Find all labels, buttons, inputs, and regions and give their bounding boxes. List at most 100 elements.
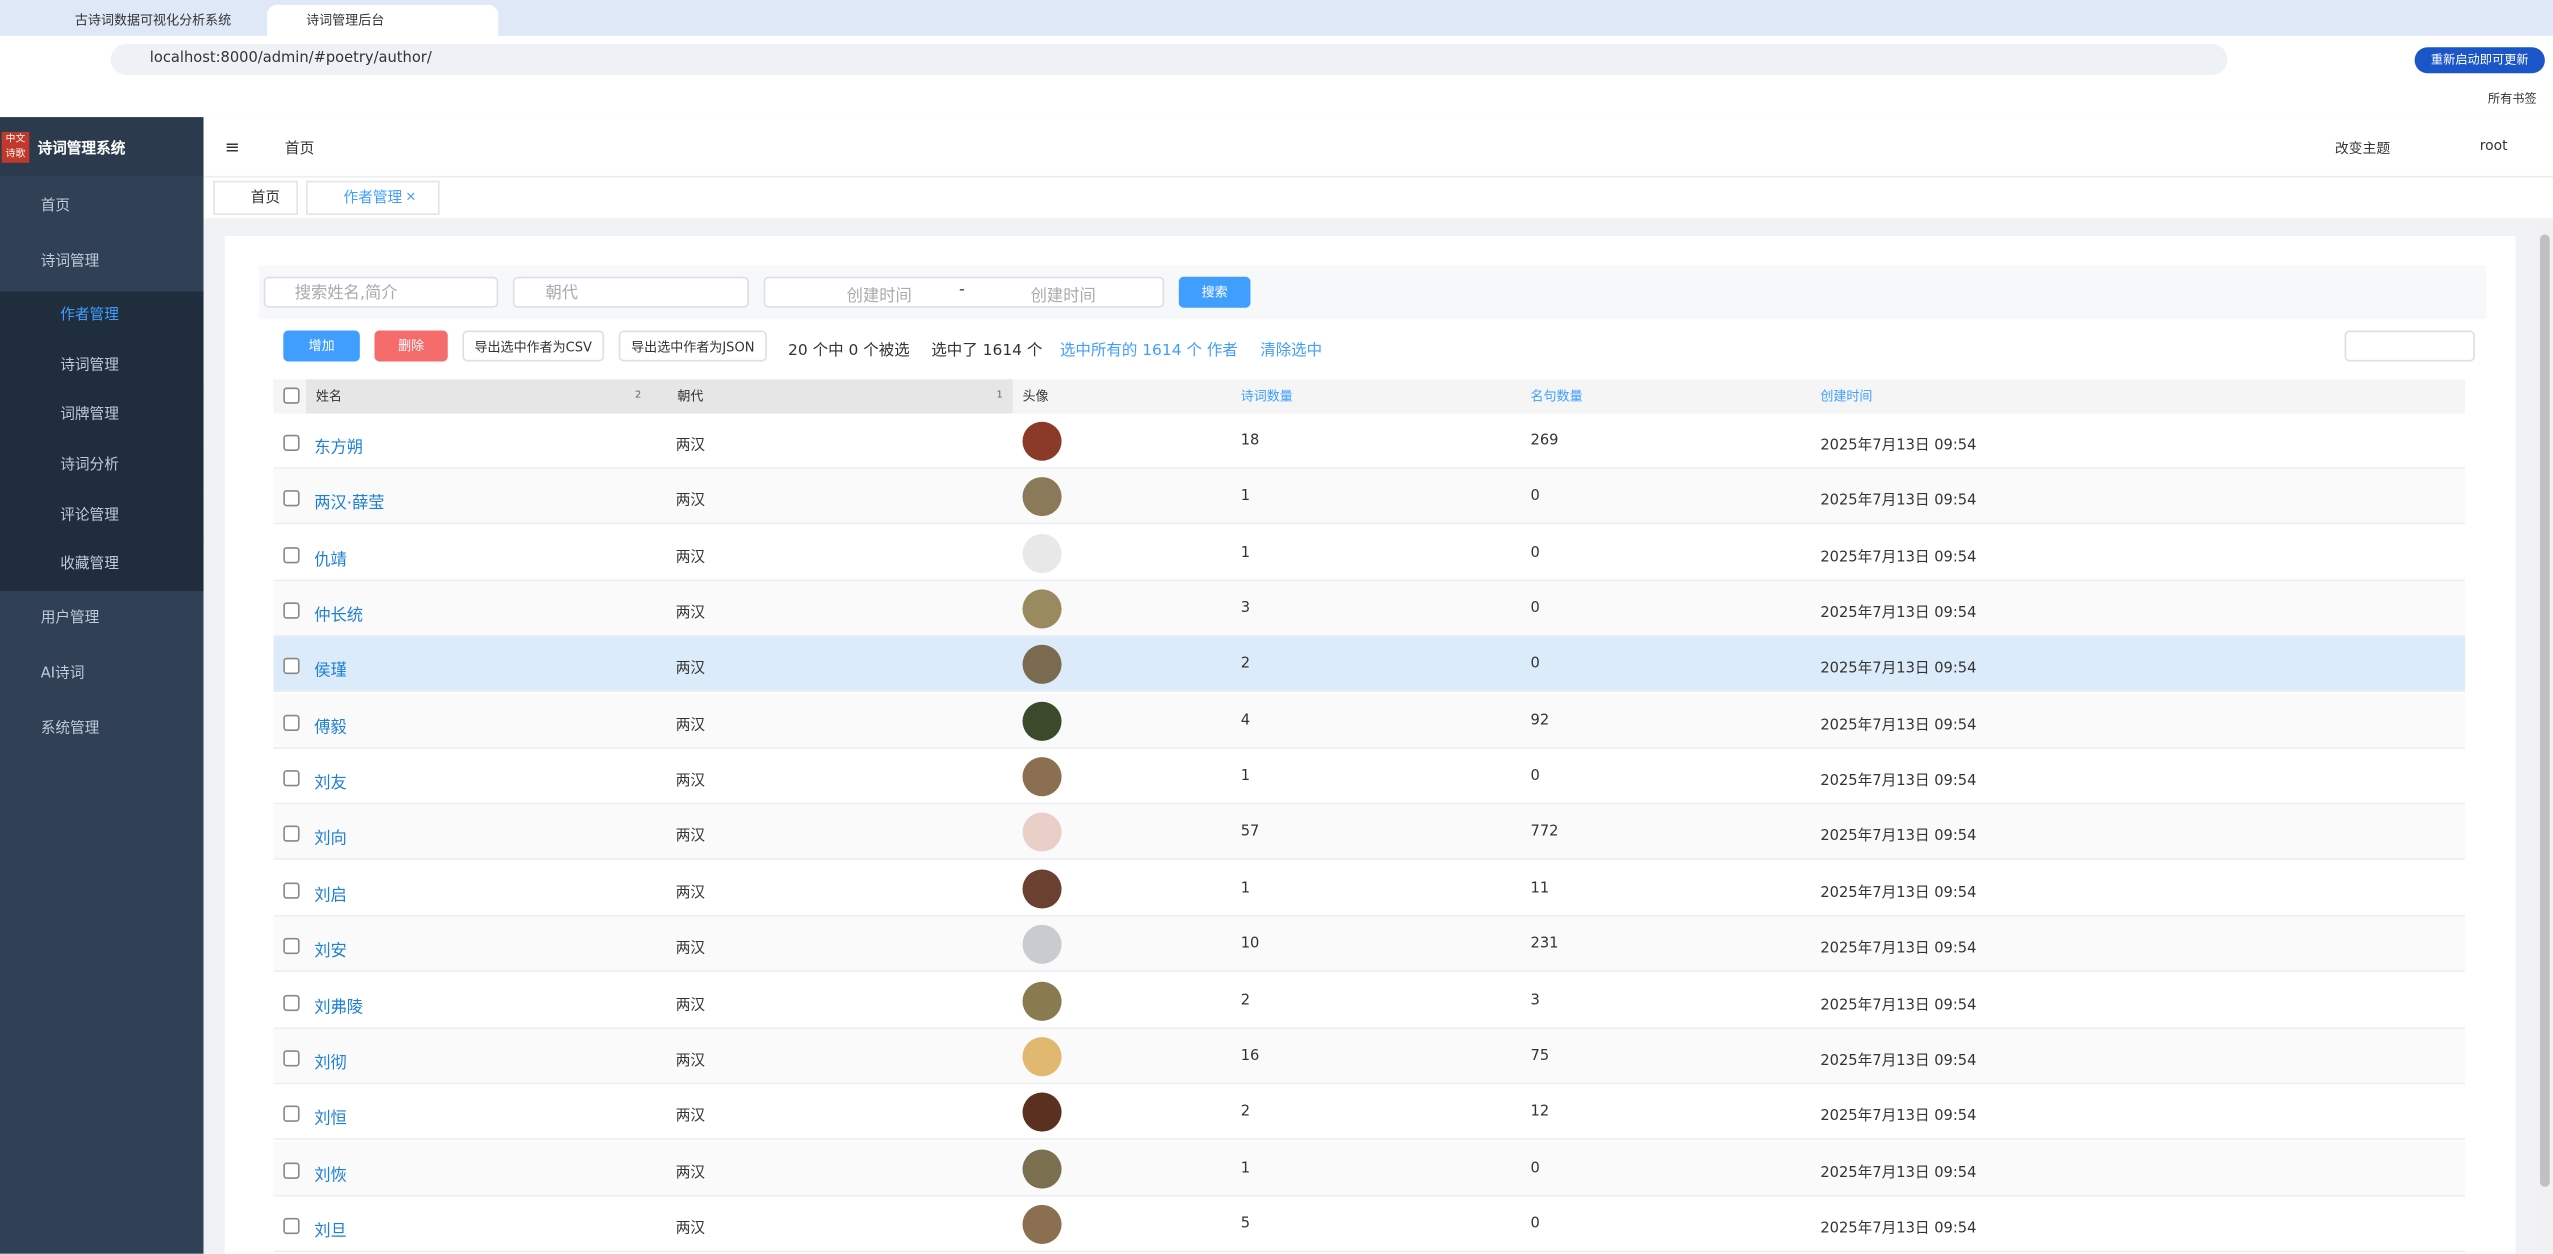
table-row[interactable] bbox=[273, 749, 2466, 805]
quote-count: 12 bbox=[1530, 1104, 1550, 1121]
table-row[interactable] bbox=[273, 805, 2466, 861]
row-checkbox[interactable] bbox=[283, 434, 300, 452]
avatar bbox=[1022, 1036, 1062, 1076]
table-row[interactable] bbox=[273, 1084, 2466, 1141]
submenu-item[interactable]: 作者管理 bbox=[0, 291, 204, 342]
quote-count: 0 bbox=[1530, 600, 1540, 618]
keyword-input[interactable]: 搜索姓名,简介 bbox=[263, 276, 499, 308]
author-name[interactable]: 刘弗陵 bbox=[314, 998, 364, 1017]
row-checkbox[interactable] bbox=[283, 602, 300, 619]
menu-item[interactable]: 首页 bbox=[40, 198, 71, 215]
column-header[interactable]: 头像 bbox=[1022, 389, 1049, 404]
author-name[interactable]: 刘向 bbox=[314, 831, 347, 850]
row-checkbox[interactable] bbox=[283, 658, 300, 675]
hamburger[interactable]: ≡ bbox=[224, 136, 240, 158]
quote-count: 772 bbox=[1530, 824, 1559, 841]
user-menu[interactable]: root bbox=[2479, 138, 2508, 155]
row-checkbox[interactable] bbox=[283, 490, 300, 507]
author-name[interactable]: 刘恒 bbox=[314, 1110, 347, 1129]
update-button[interactable]: 重新启动即可更新 bbox=[2414, 47, 2545, 74]
column-header[interactable]: 创建时间 bbox=[1820, 389, 1873, 404]
date-separator: - bbox=[959, 281, 965, 300]
submenu-item[interactable]: 诗词管理 bbox=[0, 341, 204, 393]
author-name[interactable]: 东方朔 bbox=[314, 439, 364, 458]
avatar bbox=[1022, 1092, 1062, 1132]
add-button[interactable]: 增加 bbox=[283, 330, 360, 362]
table-tools[interactable] bbox=[2344, 330, 2475, 362]
dynasty: 两汉 bbox=[675, 493, 706, 511]
url-field[interactable]: localhost:8000/admin/#poetry/author/ bbox=[110, 43, 2228, 75]
breadcrumb[interactable]: 首页 bbox=[284, 141, 315, 158]
menu-item[interactable]: AI诗词 bbox=[40, 665, 85, 683]
author-name[interactable]: 刘恢 bbox=[314, 1166, 347, 1185]
row-checkbox[interactable] bbox=[283, 994, 300, 1011]
row-checkbox[interactable] bbox=[283, 882, 300, 899]
author-name[interactable]: 仇靖 bbox=[314, 551, 347, 570]
author-name[interactable]: 仲长统 bbox=[314, 607, 364, 626]
table-row[interactable] bbox=[273, 1196, 2466, 1252]
poem-count: 1 bbox=[1240, 1160, 1251, 1177]
submenu-item[interactable]: 评论管理 bbox=[0, 491, 204, 543]
row-checkbox[interactable] bbox=[283, 770, 300, 787]
row-checkbox[interactable] bbox=[283, 826, 300, 843]
table-row[interactable] bbox=[273, 1140, 2466, 1196]
page-tab[interactable]: 首页 bbox=[213, 180, 298, 215]
row-checkbox[interactable] bbox=[283, 938, 300, 955]
submenu-item[interactable]: 诗词分析 bbox=[0, 441, 204, 492]
theme-switch[interactable]: 改变主题 bbox=[2334, 141, 2391, 158]
author-name[interactable]: 刘安 bbox=[314, 942, 347, 961]
author-name[interactable]: 刘友 bbox=[314, 775, 347, 794]
table-row[interactable] bbox=[273, 581, 2466, 637]
dynasty: 两汉 bbox=[675, 885, 706, 902]
table-row[interactable] bbox=[273, 413, 2466, 469]
submenu-item[interactable]: 收藏管理 bbox=[0, 540, 204, 592]
table-row[interactable] bbox=[273, 972, 2466, 1029]
column-header[interactable]: 姓名 bbox=[315, 389, 342, 404]
table-row[interactable] bbox=[273, 637, 2466, 693]
author-name[interactable]: 刘彻 bbox=[314, 1054, 347, 1073]
page-tab-active[interactable]: 作者管理 bbox=[306, 180, 440, 215]
clear-selection-link[interactable]: 清除选中 bbox=[1260, 341, 1323, 360]
column-header[interactable]: 名句数量 bbox=[1530, 389, 1583, 404]
poem-count: 2 bbox=[1240, 992, 1251, 1009]
sorted-header-bg bbox=[306, 379, 1013, 414]
author-name[interactable]: 两汉·薛莹 bbox=[314, 495, 385, 514]
menu-item[interactable]: 诗词管理 bbox=[40, 253, 100, 271]
author-name[interactable]: 刘旦 bbox=[314, 1222, 347, 1241]
row-checkbox[interactable] bbox=[283, 546, 300, 563]
column-header[interactable]: 朝代 bbox=[677, 389, 704, 404]
export-json-button[interactable]: 导出选中作者为JSON bbox=[618, 330, 767, 362]
bookmarks-folder[interactable]: 所有书签 bbox=[2487, 91, 2537, 106]
date-range[interactable] bbox=[763, 276, 1165, 308]
delete-button[interactable]: 删除 bbox=[374, 330, 448, 362]
table-row[interactable] bbox=[273, 1028, 2466, 1085]
row-checkbox[interactable] bbox=[283, 1217, 300, 1234]
dynasty-select[interactable]: 朝代 bbox=[512, 276, 749, 308]
author-name[interactable]: 刘启 bbox=[314, 887, 347, 905]
export-csv-button[interactable]: 导出选中作者为CSV bbox=[462, 330, 605, 362]
table-row[interactable] bbox=[273, 916, 2466, 973]
select-all-link[interactable]: 选中所有的 1614 个 作者 bbox=[1059, 341, 1238, 360]
quote-count: 75 bbox=[1530, 1048, 1550, 1065]
table-row[interactable] bbox=[273, 525, 2466, 581]
search-button[interactable]: 搜索 bbox=[1178, 276, 1251, 308]
created-time: 2025年7月13日 09:54 bbox=[1820, 885, 1977, 902]
submenu-item[interactable]: 词牌管理 bbox=[0, 390, 204, 442]
author-name[interactable]: 侯瑾 bbox=[314, 663, 347, 682]
browser-tab[interactable]: 古诗词数据可视化分析系统 bbox=[74, 13, 232, 28]
row-checkbox[interactable] bbox=[283, 1049, 300, 1067]
scrollbar-thumb[interactable] bbox=[2539, 234, 2550, 1187]
author-name[interactable]: 傅毅 bbox=[314, 719, 347, 738]
row-checkbox[interactable] bbox=[283, 714, 300, 731]
select-all-checkbox[interactable] bbox=[283, 387, 300, 404]
menu-item[interactable]: 系统管理 bbox=[40, 721, 100, 738]
row-checkbox[interactable] bbox=[283, 1161, 300, 1179]
browser-tab-active[interactable]: 诗词管理后台 bbox=[267, 4, 499, 36]
column-header[interactable]: 诗词数量 bbox=[1240, 389, 1293, 404]
row-checkbox[interactable] bbox=[283, 1105, 300, 1123]
tab-close[interactable]: × bbox=[405, 188, 417, 204]
table-row[interactable] bbox=[273, 860, 2466, 917]
table-row[interactable] bbox=[273, 693, 2466, 749]
table-row[interactable] bbox=[273, 469, 2466, 525]
menu-item[interactable]: 用户管理 bbox=[40, 610, 100, 627]
